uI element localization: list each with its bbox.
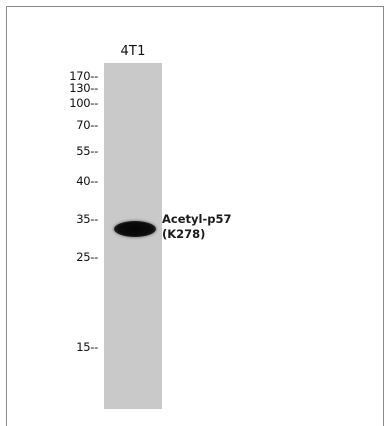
marker-70: 70--	[76, 118, 98, 132]
marker-55: 55--	[76, 144, 98, 158]
marker-100: 100--	[69, 96, 98, 110]
marker-15: 15--	[76, 340, 98, 354]
protein-band	[114, 221, 156, 237]
target-label-line1: Acetyl-p57	[162, 212, 232, 226]
target-label: Acetyl-p57 (K278)	[162, 212, 231, 242]
blot-frame	[6, 6, 384, 426]
lane-label: 4T1	[120, 44, 146, 59]
marker-25: 25--	[76, 250, 98, 264]
target-label-line2: (K278)	[162, 227, 206, 241]
marker-170: 170--	[69, 69, 98, 83]
marker-130: 130--	[69, 81, 98, 95]
marker-40: 40--	[76, 174, 98, 188]
marker-35: 35--	[76, 212, 98, 226]
